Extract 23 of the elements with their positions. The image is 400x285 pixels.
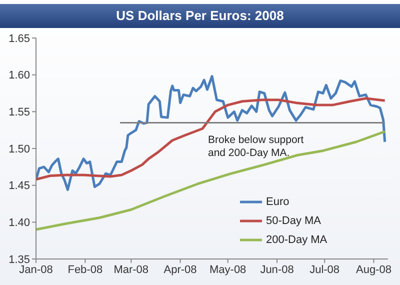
y-tick-label: 1.40: [8, 217, 30, 230]
x-tick-label: Apr-08: [164, 264, 197, 276]
y-tick-label: 1.55: [8, 106, 30, 119]
x-tick-label: Feb-08: [68, 264, 103, 276]
x-tick-label: Aug-08: [356, 264, 392, 276]
chart-title: US Dollars Per Euros: 2008: [0, 4, 400, 28]
line-series: [36, 97, 386, 181]
x-tick-label: Jul-08: [310, 264, 340, 276]
x-tick-label: Mar-08: [114, 264, 149, 276]
y-tick-label: 1.60: [8, 70, 30, 82]
x-tick-label: Jun-08: [260, 264, 294, 276]
y-tick-label: 1.65: [8, 32, 30, 45]
y-tick-label: 1.35: [8, 254, 30, 266]
line-series: [36, 130, 386, 231]
line-series: [36, 75, 386, 192]
legend-label: Euro: [266, 196, 290, 208]
y-tick-label: 1.50: [8, 143, 30, 156]
annotation: Broke below support and 200-Day MA.: [208, 134, 305, 160]
x-tick-label: Jan-08: [19, 264, 53, 276]
y-tick-label: 1.45: [8, 180, 30, 192]
legend-label: 200-Day MA: [266, 234, 328, 246]
x-tick-label: May-08: [210, 264, 246, 276]
legend-label: 50-Day MA: [266, 214, 322, 226]
